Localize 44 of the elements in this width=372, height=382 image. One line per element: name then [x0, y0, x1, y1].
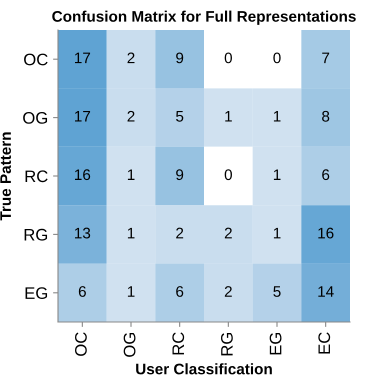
- y-tick-label: OC: [24, 54, 48, 66]
- y-tick-label: RG: [24, 228, 48, 241]
- x-tick-label: OC: [75, 332, 87, 356]
- data-label: 8: [322, 110, 330, 122]
- data-label: 1: [128, 169, 135, 180]
- data-label: 6: [176, 286, 184, 297]
- data-label: 0: [224, 52, 232, 64]
- data-label: 6: [78, 286, 86, 297]
- data-label: 1: [225, 111, 232, 122]
- data-label: 6: [322, 169, 330, 180]
- y-tick-label: RC: [26, 170, 48, 182]
- y-tick-label: OG: [23, 112, 48, 124]
- x-tick-label: RG: [221, 332, 233, 356]
- data-label: 5: [176, 111, 184, 122]
- data-label: 16: [318, 228, 334, 238]
- data-label: 16: [75, 169, 90, 180]
- x-tick-label: EG: [270, 332, 282, 354]
- data-label: 9: [176, 169, 184, 180]
- data-label: 2: [128, 52, 134, 64]
- x-tick-label: EC: [318, 332, 330, 354]
- data-label: 5: [273, 286, 281, 297]
- x-axis-title: User Classification: [136, 363, 272, 374]
- data-label: 17: [75, 111, 90, 122]
- data-label: 17: [75, 52, 90, 64]
- data-label: 1: [128, 228, 135, 238]
- x-tick-label: RC: [172, 332, 184, 354]
- data-label: 1: [274, 111, 281, 122]
- data-label: 9: [176, 52, 184, 64]
- data-label: 0: [224, 169, 232, 180]
- data-label: 0: [273, 52, 281, 64]
- chart-title: Confusion Matrix for Full Representations: [52, 10, 356, 25]
- data-label: 2: [176, 228, 184, 238]
- data-label: 1: [274, 228, 281, 238]
- data-label: 7: [322, 52, 330, 64]
- y-axis-title: True Pattern: [0, 132, 11, 220]
- data-label: 2: [128, 110, 134, 122]
- data-label: 1: [274, 169, 281, 180]
- x-tick-label: OG: [124, 332, 136, 357]
- data-label: 2: [224, 286, 232, 297]
- data-label: 14: [318, 286, 334, 297]
- data-label: 1: [128, 286, 135, 297]
- data-label: 13: [75, 228, 90, 238]
- data-label: 2: [224, 228, 232, 238]
- y-tick-label: EG: [26, 287, 48, 300]
